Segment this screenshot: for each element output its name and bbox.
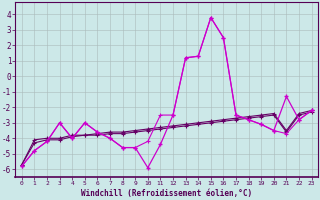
X-axis label: Windchill (Refroidissement éolien,°C): Windchill (Refroidissement éolien,°C) <box>81 189 252 198</box>
